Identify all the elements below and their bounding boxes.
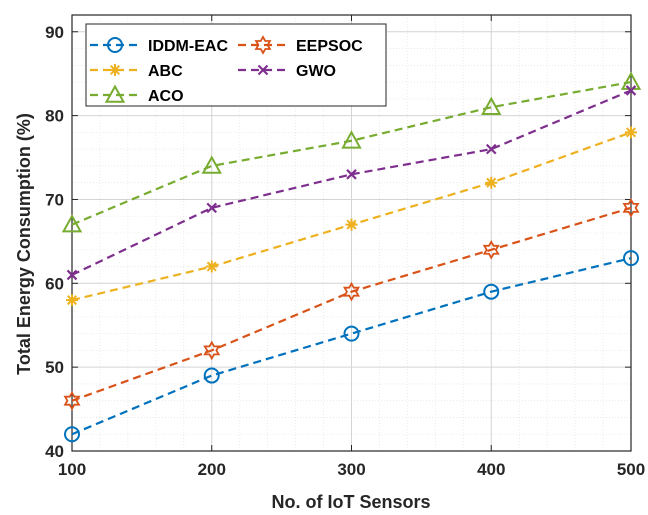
x-tick-label: 200 [198,460,226,479]
data-point-eepsoc [203,340,221,361]
legend-marker-abc [109,64,121,76]
data-point-gwo [625,85,637,96]
y-tick-label: 70 [45,190,64,209]
legend: IDDM-EAC ABC ACO EEPSOC GWO [85,23,387,107]
legend-entry-abc: ABC [90,63,183,80]
data-point-abc [625,126,637,139]
data-point-gwo [346,169,357,180]
series-abc [66,126,637,307]
y-tick-label: 40 [45,442,64,461]
data-point-abc [205,260,218,273]
data-point-aco [620,71,642,90]
data-point-iddm-eac [623,250,639,267]
y-tick-label: 90 [45,23,64,42]
x-tick-label: 500 [617,460,645,479]
data-point-aco [341,130,362,149]
data-point-eepsoc [63,390,81,411]
data-point-abc [66,294,78,307]
data-point-aco [61,214,83,233]
legend-marker-aco [104,84,126,103]
y-axis-title: Total Energy Consumption (%) [14,113,34,375]
x-tick-label: 300 [337,460,365,479]
x-tick-label: 100 [58,460,86,479]
legend-marker-eepsoc [254,35,272,55]
series-line-eepsoc [71,206,632,402]
y-tick-label: 60 [45,274,64,293]
data-point-gwo [206,202,218,214]
data-point-iddm-eac [203,367,220,384]
y-tick-label: 50 [45,358,64,377]
legend-entry-aco: ACO [90,84,184,105]
x-tick-label: 400 [477,460,505,479]
data-point-iddm-eac [343,325,360,342]
data-point-iddm-eac [483,283,500,300]
legend-label-aco: ACO [148,88,184,105]
data-point-eepsoc [343,281,360,302]
legend-marker-iddm-eac [107,37,123,53]
series-gwo [66,85,637,281]
series-iddm-eac [64,250,639,443]
y-tick-label: 80 [45,107,64,126]
legend-label-iddm-eac: IDDM-EAC [148,38,228,55]
data-point-gwo [66,269,78,281]
data-point-gwo [485,143,497,155]
legend-label-abc: ABC [148,63,183,80]
data-point-abc [345,218,358,231]
x-axis-title: No. of IoT Sensors [271,492,430,512]
series-eepsoc [63,198,640,411]
legend-entry-gwo: GWO [238,63,336,80]
legend-entry-iddm-eac: IDDM-EAC [90,37,228,55]
series-line-aco [71,80,632,226]
series-layer [61,71,642,443]
data-point-iddm-eac [64,426,80,443]
legend-entry-eepsoc: EEPSOC [238,35,363,55]
series-aco [61,71,642,233]
data-point-aco [201,155,222,174]
legend-label-gwo: GWO [296,63,336,80]
data-point-aco [481,96,502,116]
legend-box [85,23,387,107]
legend-marker-gwo [257,64,269,76]
data-point-abc [485,176,498,189]
legend-label-eepsoc: EEPSOC [296,38,363,55]
axes: 100 200 300 400 500 40 50 60 70 80 90 [45,14,645,479]
data-point-eepsoc [622,198,640,218]
data-point-eepsoc [482,239,500,260]
